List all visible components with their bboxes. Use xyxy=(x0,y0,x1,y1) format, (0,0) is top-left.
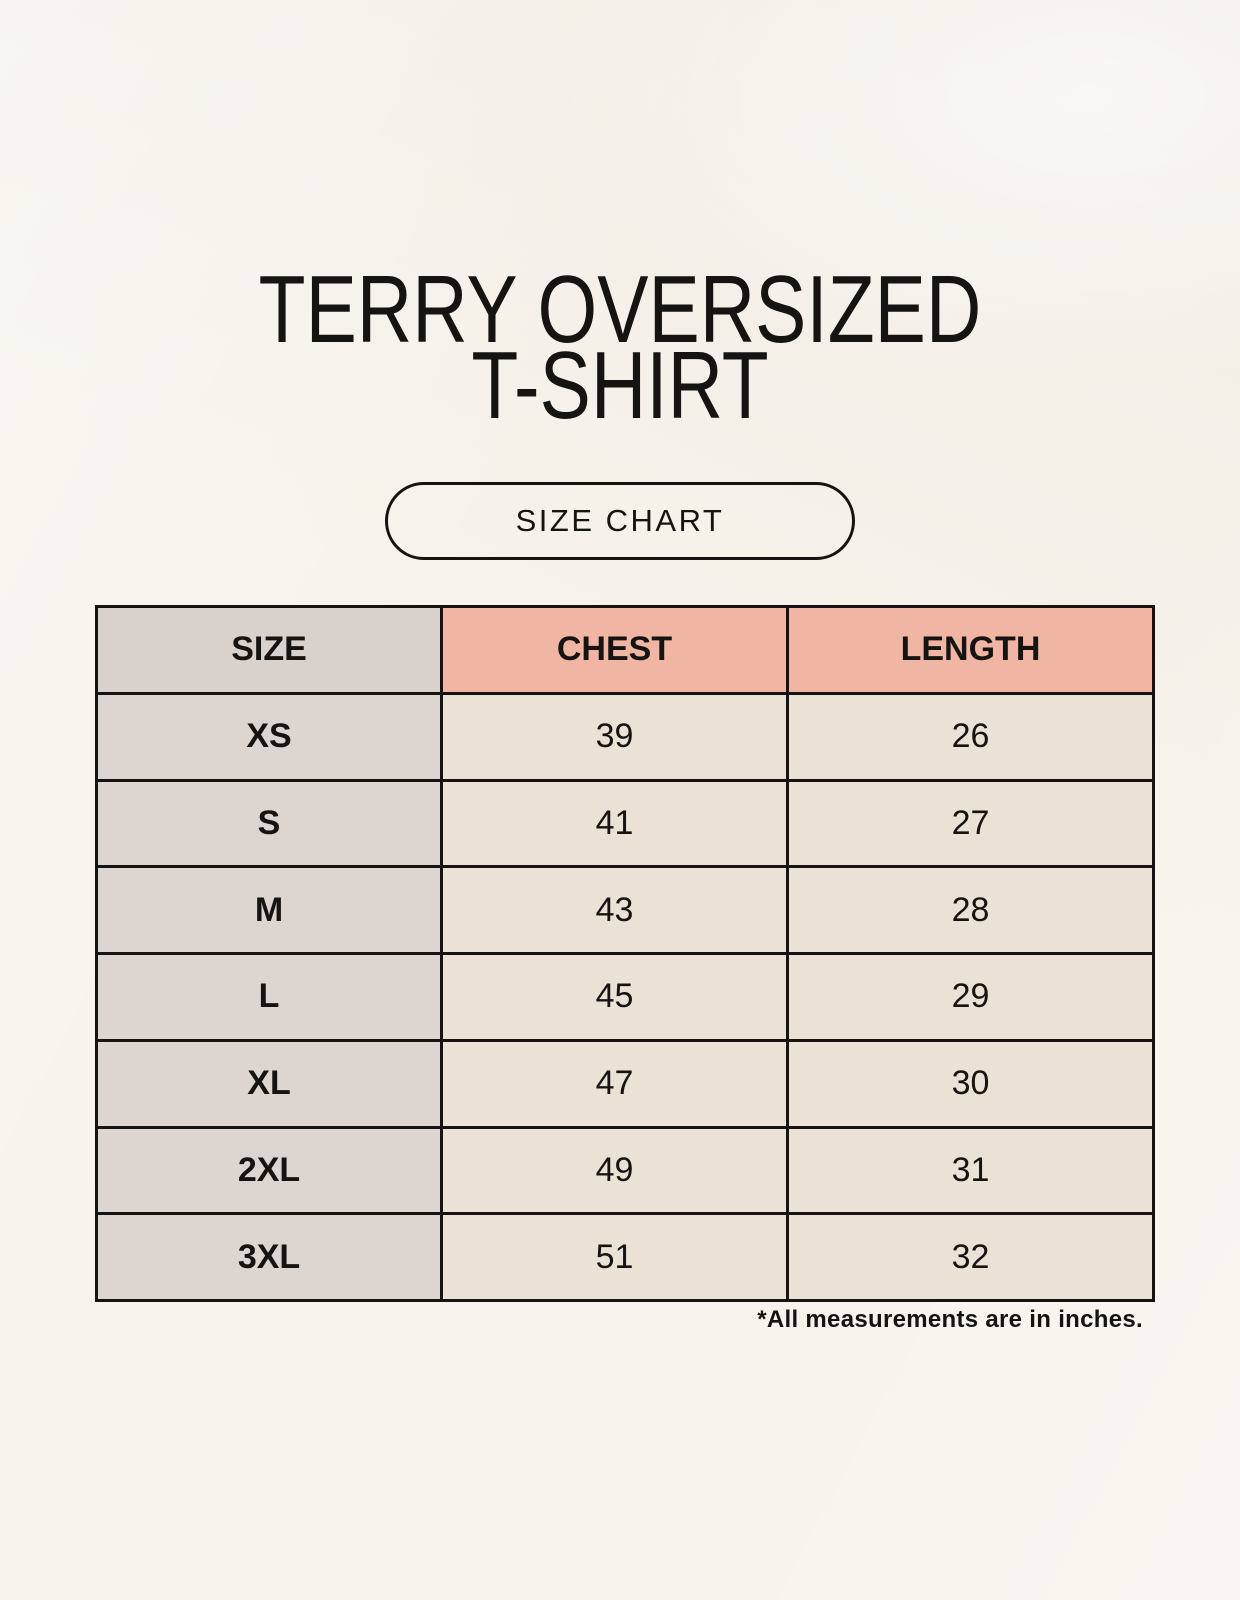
chest-cell: 47 xyxy=(440,1038,789,1129)
size-cell: XL xyxy=(95,1038,443,1129)
measurements-footnote: *All measurements are in inches. xyxy=(757,1306,1143,1333)
column-header-size: SIZE xyxy=(95,605,443,695)
size-cell: 2XL xyxy=(95,1125,443,1216)
table-row: S 41 27 xyxy=(95,778,1155,869)
chest-cell: 51 xyxy=(440,1212,789,1302)
length-cell: 26 xyxy=(786,691,1155,782)
table-row: 3XL 51 32 xyxy=(95,1212,1155,1302)
size-cell: S xyxy=(95,778,443,869)
length-cell: 31 xyxy=(786,1125,1155,1216)
chest-cell: 43 xyxy=(440,865,789,955)
table-row: M 43 28 xyxy=(95,865,1155,955)
length-cell: 30 xyxy=(786,1038,1155,1129)
table-row: XL 47 30 xyxy=(95,1038,1155,1129)
product-title: TERRY OVERSIZED T-SHIRT xyxy=(124,256,1116,439)
length-cell: 27 xyxy=(786,778,1155,869)
chest-cell: 49 xyxy=(440,1125,789,1216)
table-row: 2XL 49 31 xyxy=(95,1125,1155,1216)
chest-cell: 45 xyxy=(440,952,789,1042)
length-cell: 29 xyxy=(786,952,1155,1042)
table-row: XS 39 26 xyxy=(95,691,1155,782)
size-chart-button-label: SIZE CHART xyxy=(515,503,725,538)
column-header-length: LENGTH xyxy=(786,605,1155,695)
column-header-chest: CHEST xyxy=(440,605,789,695)
size-chart-button[interactable]: SIZE CHART xyxy=(385,482,855,560)
size-table: SIZE CHEST LENGTH XS 39 26 S 41 27 M 43 … xyxy=(95,605,1155,1302)
chest-cell: 39 xyxy=(440,691,789,782)
size-cell: L xyxy=(95,952,443,1042)
table-header-row: SIZE CHEST LENGTH xyxy=(95,605,1155,695)
size-cell: 3XL xyxy=(95,1212,443,1302)
length-cell: 28 xyxy=(786,865,1155,955)
size-cell: XS xyxy=(95,691,443,782)
chest-cell: 41 xyxy=(440,778,789,869)
length-cell: 32 xyxy=(786,1212,1155,1302)
product-title-line-1: TERRY OVERSIZED xyxy=(258,256,982,363)
table-row: L 45 29 xyxy=(95,952,1155,1042)
product-title-line-2: T-SHIRT xyxy=(471,332,769,439)
size-cell: M xyxy=(95,865,443,955)
